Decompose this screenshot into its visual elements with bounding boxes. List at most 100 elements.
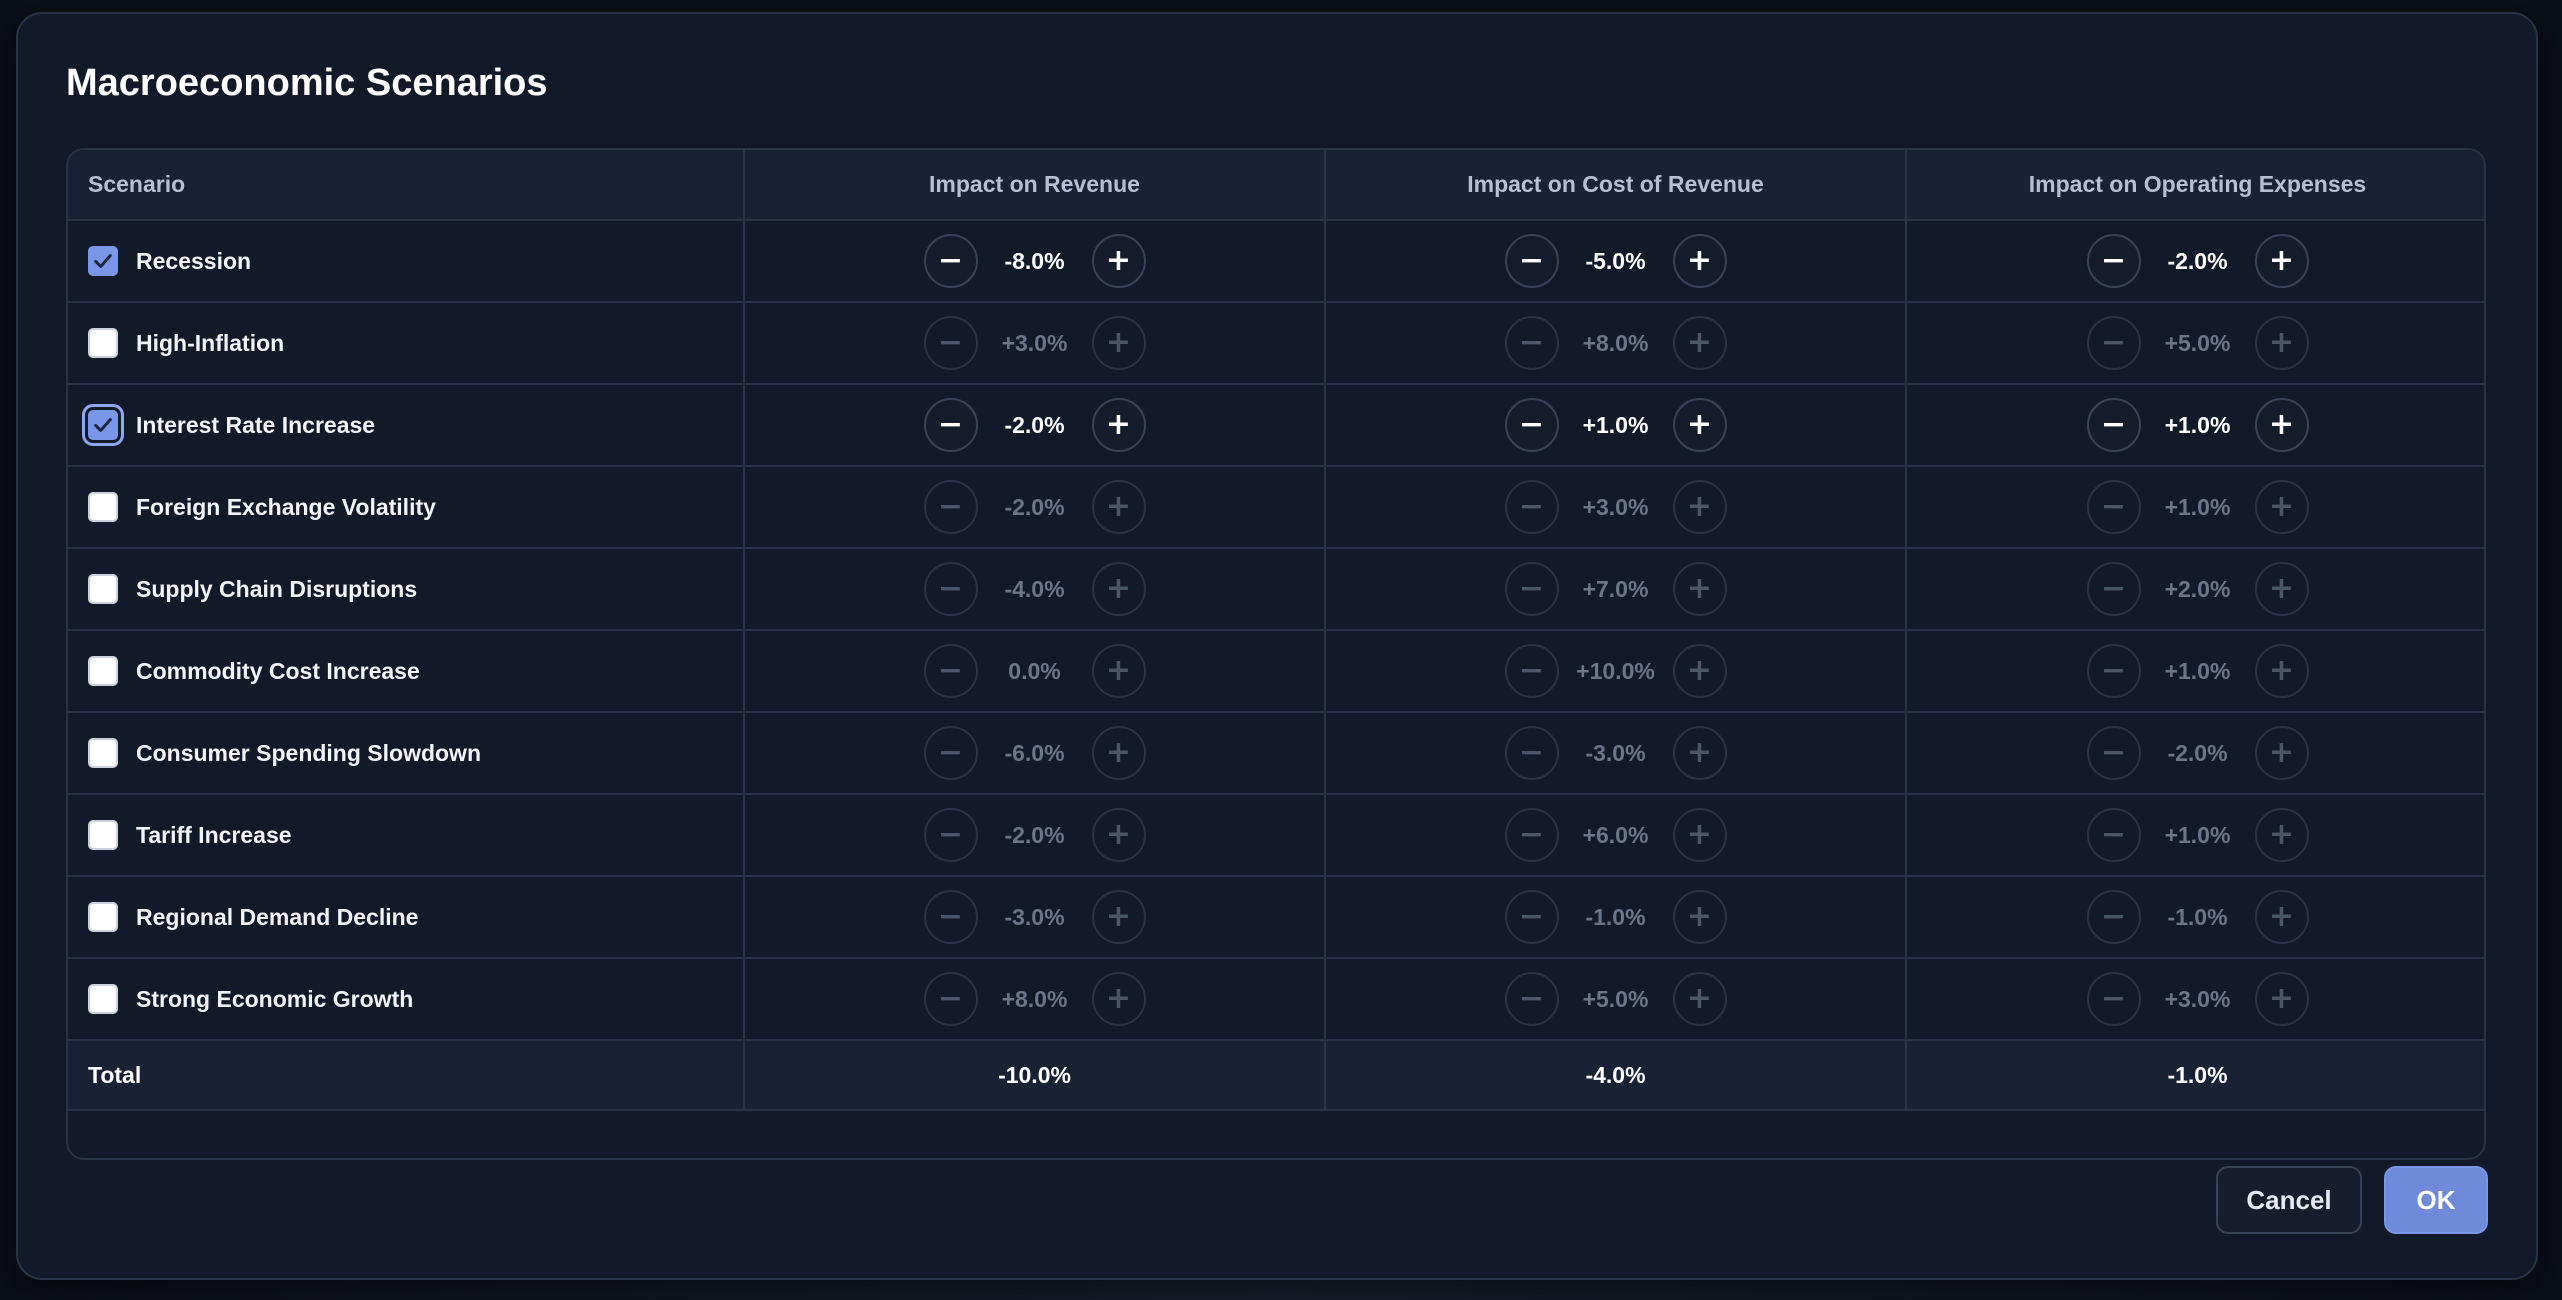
checkmark-icon bbox=[94, 418, 112, 432]
revenue-increment-button[interactable]: + bbox=[1091, 644, 1146, 698]
minus-icon: − bbox=[2100, 489, 2127, 524]
cost-decrement-button[interactable]: − bbox=[1504, 316, 1559, 370]
opex-increment-button[interactable]: + bbox=[2254, 644, 2309, 698]
revenue-increment-button[interactable]: + bbox=[1091, 808, 1146, 862]
cancel-button[interactable]: Cancel bbox=[2216, 1166, 2362, 1234]
revenue-decrement-button[interactable]: − bbox=[923, 562, 978, 616]
cost-value: -5.0% bbox=[1585, 247, 1646, 274]
opex-decrement-button[interactable]: − bbox=[2086, 890, 2141, 944]
cost-increment-button[interactable]: + bbox=[1672, 726, 1727, 780]
cost-increment-button[interactable]: + bbox=[1672, 890, 1727, 944]
opex-decrement-button[interactable]: − bbox=[2086, 726, 2141, 780]
opex-decrement-button[interactable]: − bbox=[2086, 644, 2141, 698]
revenue-cell: − -6.0% + bbox=[744, 712, 1326, 795]
scenario-checkbox[interactable] bbox=[88, 574, 118, 604]
opex-increment-button[interactable]: + bbox=[2254, 316, 2309, 370]
opex-stepper: − +1.0% + bbox=[1907, 808, 2484, 862]
revenue-increment-button[interactable]: + bbox=[1091, 726, 1146, 780]
scenario-checkbox[interactable] bbox=[88, 820, 118, 850]
scenario-checkbox[interactable] bbox=[88, 328, 118, 358]
revenue-increment-button[interactable]: + bbox=[1091, 890, 1146, 944]
cost-decrement-button[interactable]: − bbox=[1504, 562, 1559, 616]
plus-icon: + bbox=[1686, 571, 1713, 606]
plus-icon: + bbox=[2268, 325, 2295, 360]
minus-icon: − bbox=[937, 489, 964, 524]
scenario-label: Commodity Cost Increase bbox=[136, 657, 420, 684]
opex-increment-button[interactable]: + bbox=[2254, 890, 2309, 944]
revenue-stepper: − -8.0% + bbox=[745, 234, 1324, 288]
revenue-increment-button[interactable]: + bbox=[1091, 398, 1146, 452]
cost-decrement-button[interactable]: − bbox=[1504, 480, 1559, 534]
ok-button[interactable]: OK bbox=[2384, 1166, 2488, 1234]
total-row: Total -10.0% -4.0% -1.0% bbox=[68, 1040, 2484, 1111]
opex-decrement-button[interactable]: − bbox=[2086, 562, 2141, 616]
cost-increment-button[interactable]: + bbox=[1672, 316, 1727, 370]
revenue-decrement-button[interactable]: − bbox=[923, 316, 978, 370]
opex-value: +1.0% bbox=[2164, 411, 2231, 438]
revenue-stepper: − -3.0% + bbox=[745, 890, 1324, 944]
cost-stepper: − +6.0% + bbox=[1326, 808, 1905, 862]
revenue-decrement-button[interactable]: − bbox=[923, 726, 978, 780]
opex-increment-button[interactable]: + bbox=[2254, 480, 2309, 534]
cost-increment-button[interactable]: + bbox=[1672, 398, 1727, 452]
cost-increment-button[interactable]: + bbox=[1672, 808, 1727, 862]
scenario-checkbox[interactable] bbox=[88, 984, 118, 1014]
cost-increment-button[interactable]: + bbox=[1672, 644, 1727, 698]
opex-increment-button[interactable]: + bbox=[2254, 972, 2309, 1026]
cost-decrement-button[interactable]: − bbox=[1504, 644, 1559, 698]
revenue-cell: − +8.0% + bbox=[744, 958, 1326, 1041]
revenue-decrement-button[interactable]: − bbox=[923, 808, 978, 862]
plus-icon: + bbox=[2268, 735, 2295, 770]
cost-decrement-button[interactable]: − bbox=[1504, 890, 1559, 944]
cost-decrement-button[interactable]: − bbox=[1504, 726, 1559, 780]
opex-increment-button[interactable]: + bbox=[2254, 398, 2309, 452]
table-row: Interest Rate Increase − -2.0% + − +1.0%… bbox=[68, 384, 2484, 467]
scenario-checkbox[interactable] bbox=[88, 656, 118, 686]
opex-decrement-button[interactable]: − bbox=[2086, 398, 2141, 452]
opex-cell: − +2.0% + bbox=[1906, 548, 2484, 631]
scenario-checkbox[interactable] bbox=[88, 738, 118, 768]
scenario-cell: High-Inflation bbox=[68, 302, 745, 385]
plus-icon: + bbox=[2268, 243, 2295, 278]
revenue-decrement-button[interactable]: − bbox=[923, 972, 978, 1026]
opex-decrement-button[interactable]: − bbox=[2086, 972, 2141, 1026]
cost-decrement-button[interactable]: − bbox=[1504, 398, 1559, 452]
cost-increment-button[interactable]: + bbox=[1672, 480, 1727, 534]
revenue-decrement-button[interactable]: − bbox=[923, 480, 978, 534]
scenario-checkbox[interactable] bbox=[82, 404, 124, 446]
scenario-checkbox[interactable] bbox=[88, 492, 118, 522]
revenue-stepper: − -6.0% + bbox=[745, 726, 1324, 780]
revenue-increment-button[interactable]: + bbox=[1091, 562, 1146, 616]
opex-decrement-button[interactable]: − bbox=[2086, 316, 2141, 370]
opex-decrement-button[interactable]: − bbox=[2086, 234, 2141, 288]
opex-cell: − -2.0% + bbox=[1906, 220, 2484, 303]
cost-increment-button[interactable]: + bbox=[1672, 234, 1727, 288]
cost-increment-button[interactable]: + bbox=[1672, 972, 1727, 1026]
revenue-decrement-button[interactable]: − bbox=[923, 398, 978, 452]
revenue-decrement-button[interactable]: − bbox=[923, 644, 978, 698]
cost-decrement-button[interactable]: − bbox=[1504, 808, 1559, 862]
cost-increment-button[interactable]: + bbox=[1672, 562, 1727, 616]
opex-increment-button[interactable]: + bbox=[2254, 562, 2309, 616]
opex-decrement-button[interactable]: − bbox=[2086, 808, 2141, 862]
revenue-increment-button[interactable]: + bbox=[1091, 316, 1146, 370]
cost-decrement-button[interactable]: − bbox=[1504, 234, 1559, 288]
opex-increment-button[interactable]: + bbox=[2254, 726, 2309, 780]
scenario-cell: Interest Rate Increase bbox=[68, 384, 745, 467]
revenue-increment-button[interactable]: + bbox=[1091, 480, 1146, 534]
scenarios-dialog: Macroeconomic Scenarios Scenario Impact … bbox=[16, 12, 2538, 1280]
opex-increment-button[interactable]: + bbox=[2254, 234, 2309, 288]
revenue-decrement-button[interactable]: − bbox=[923, 234, 978, 288]
opex-decrement-button[interactable]: − bbox=[2086, 480, 2141, 534]
table-row: Foreign Exchange Volatility − -2.0% + − … bbox=[68, 466, 2484, 549]
revenue-increment-button[interactable]: + bbox=[1091, 234, 1146, 288]
cost-decrement-button[interactable]: − bbox=[1504, 972, 1559, 1026]
revenue-decrement-button[interactable]: − bbox=[923, 890, 978, 944]
revenue-value: -4.0% bbox=[1004, 575, 1065, 602]
revenue-cell: − -4.0% + bbox=[744, 548, 1326, 631]
minus-icon: − bbox=[2100, 981, 2127, 1016]
scenario-checkbox[interactable] bbox=[88, 902, 118, 932]
revenue-increment-button[interactable]: + bbox=[1091, 972, 1146, 1026]
opex-increment-button[interactable]: + bbox=[2254, 808, 2309, 862]
scenario-checkbox[interactable] bbox=[88, 246, 118, 276]
